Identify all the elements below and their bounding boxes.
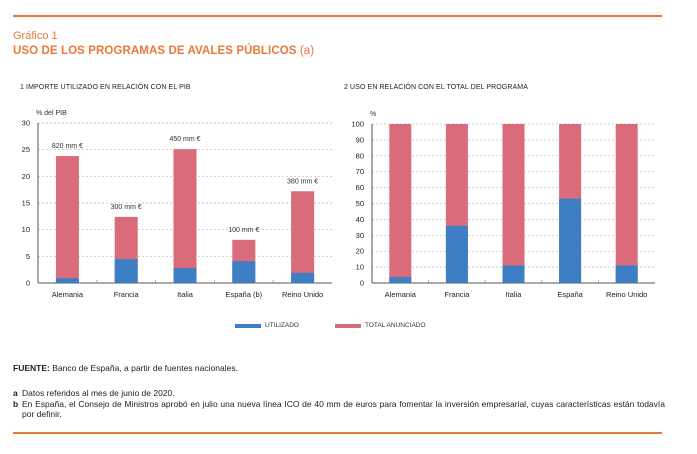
- bar-total-anunciado: [173, 149, 197, 283]
- bar-total-anunciado: [502, 124, 525, 283]
- x-tick-label: Italia: [177, 290, 194, 299]
- bar-annotation: 450 mm €: [169, 136, 200, 143]
- y-axis-label: % del PIB: [36, 110, 67, 117]
- panel-1-title: 1 IMPORTE UTILIZADO EN RELACIÓN CON EL P…: [20, 84, 191, 91]
- figure-title-text: USO DE LOS PROGRAMAS DE AVALES PÚBLICOS: [13, 45, 297, 57]
- footnote-text: Datos referidos al mes de junio de 2020.: [22, 388, 175, 398]
- y-tick-label: 70: [356, 167, 364, 176]
- x-tick-label: Alemania: [385, 290, 417, 299]
- top-rule: [13, 15, 662, 17]
- legend-utilizado: UTILIZADO: [235, 322, 299, 329]
- chart-pib: % del PIB 0 5 10 15 20 25 30 Alemania 820 mm € Fra…: [22, 110, 332, 299]
- legend-swatch-utilizado: [235, 323, 261, 328]
- bar-utilizado: [502, 265, 525, 283]
- y-tick-label: 100: [351, 120, 364, 129]
- x-tick-label: España (b): [225, 290, 262, 299]
- legend-label-total: TOTAL ANUNCIADO: [365, 322, 426, 329]
- y-tick-label: 0: [26, 279, 30, 288]
- bar-utilizado: [445, 225, 468, 283]
- source-label: FUENTE:: [13, 363, 50, 373]
- bar-total-anunciado: [291, 191, 315, 283]
- bar-annotation: 380 mm €: [287, 178, 318, 185]
- y-tick-label: 0: [360, 279, 364, 288]
- legend-total-anunciado: TOTAL ANUNCIADO: [335, 322, 426, 329]
- bar-total-anunciado: [615, 124, 638, 283]
- source-text: Banco de España, a partir de fuentes nac…: [52, 363, 238, 373]
- figure-title-suffix: (a): [299, 45, 315, 57]
- x-tick-label: Francia: [114, 290, 140, 299]
- y-tick-label: 30: [22, 119, 30, 128]
- source-line: FUENTE: Banco de España, a partir de fue…: [13, 363, 653, 374]
- y-tick-label: 20: [22, 172, 30, 181]
- x-tick-label: España: [557, 290, 583, 299]
- figure-number: Gráfico 1: [13, 30, 58, 42]
- footnote-b: b En España, el Consejo de Ministros apr…: [13, 399, 665, 420]
- bottom-rule: [13, 432, 662, 434]
- y-tick-label: 90: [356, 135, 364, 144]
- x-tick-label: Francia: [444, 290, 470, 299]
- y-tick-label: 10: [22, 225, 30, 234]
- bar-utilizado: [114, 259, 138, 283]
- bar-utilizado: [173, 268, 197, 283]
- y-tick-label: 50: [356, 199, 364, 208]
- x-tick-label: Italia: [506, 290, 523, 299]
- y-tick-label: 25: [22, 145, 30, 154]
- bar-annotation: 820 mm €: [52, 143, 83, 150]
- y-tick-label: 15: [22, 199, 30, 208]
- figure-title: USO DE LOS PROGRAMAS DE AVALES PÚBLICOS …: [13, 45, 314, 57]
- y-tick-label: 10: [356, 263, 364, 272]
- y-tick-label: 80: [356, 151, 364, 160]
- bar-total-anunciado: [55, 156, 79, 283]
- y-tick-label: 40: [356, 215, 364, 224]
- footnotes: a Datos referidos al mes de junio de 202…: [13, 388, 665, 420]
- y-tick-label: 60: [356, 183, 364, 192]
- bar-total-anunciado: [389, 124, 412, 283]
- bar-utilizado: [55, 278, 79, 283]
- footnote-label: b: [13, 398, 19, 409]
- footnote-label: a: [13, 388, 18, 398]
- bar-annotation: 100 mm €: [228, 227, 259, 234]
- y-axis-label: %: [370, 111, 376, 118]
- x-tick-label: Reino Unido: [606, 290, 647, 299]
- bar-utilizado: [232, 261, 256, 283]
- bar-utilizado: [291, 272, 315, 283]
- x-tick-label: Alemania: [52, 290, 84, 299]
- footnote-a: a Datos referidos al mes de junio de 202…: [13, 388, 665, 399]
- footnote-text: En España, el Consejo de Ministros aprob…: [22, 398, 665, 420]
- y-tick-label: 20: [356, 247, 364, 256]
- y-tick-label: 30: [356, 231, 364, 240]
- legend-label-utilizado: UTILIZADO: [265, 322, 299, 329]
- bar-annotation: 300 mm €: [111, 204, 142, 211]
- panel-2-title: 2 USO EN RELACIÓN CON EL TOTAL DEL PROGR…: [344, 84, 529, 91]
- bar-utilizado: [615, 265, 638, 283]
- x-tick-label: Reino Unido: [282, 290, 323, 299]
- y-tick-label: 5: [26, 252, 30, 261]
- chart-programa: % 0 10 20 30 40 50 60 70 80 90 100 Alemania Francia It…: [351, 111, 655, 299]
- bar-utilizado: [559, 198, 582, 283]
- legend-swatch-total: [335, 323, 361, 328]
- bar-utilizado: [389, 276, 412, 283]
